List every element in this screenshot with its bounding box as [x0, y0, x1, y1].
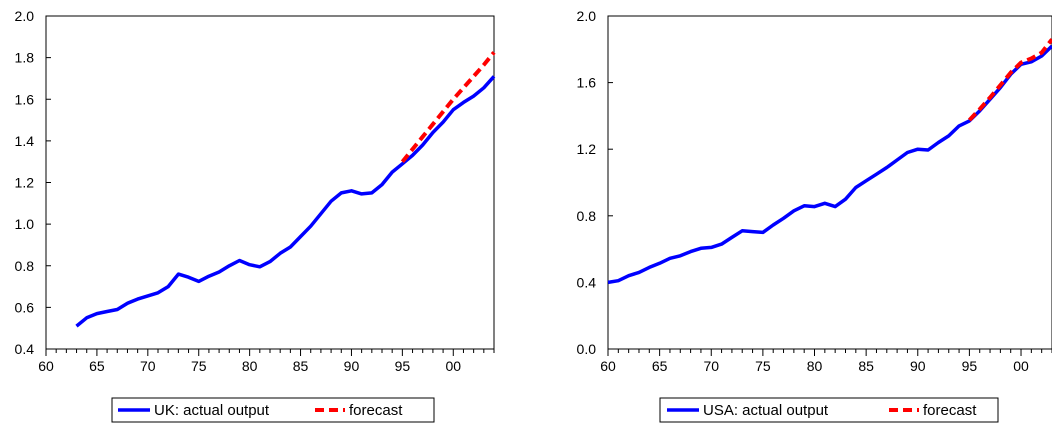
- y-tick-label: 2.0: [577, 8, 597, 24]
- y-tick-label: 1.2: [15, 175, 35, 191]
- x-tick-label: 95: [962, 358, 978, 374]
- x-tick-label: 65: [89, 358, 105, 374]
- y-tick-label: 0.4: [15, 341, 35, 357]
- x-tick-label: 80: [242, 358, 258, 374]
- plot-frame: [607, 15, 1052, 350]
- y-tick-label: 0.8: [15, 258, 35, 274]
- x-tick-label: 85: [858, 358, 874, 374]
- y-tick-label: 0.8: [577, 208, 597, 224]
- x-tick-label: 70: [703, 358, 719, 374]
- uk-output-chart: 0.4 0.6 0.8 1.0 1.2 1.4 1.6 1.8 2.0 60 65 70 75 80 85 9…: [15, 8, 496, 423]
- x-tick-label: 90: [344, 358, 360, 374]
- legend-box: [659, 397, 999, 423]
- x-tick-label: 00: [445, 358, 461, 374]
- forecast-series-line: [967, 38, 1052, 122]
- y-tick-label: 1.6: [15, 91, 35, 107]
- y-tick-label: 1.8: [15, 50, 35, 66]
- legend-box: [111, 397, 435, 423]
- y-tick-label: 0.6: [15, 299, 35, 315]
- y-tick-label: 1.2: [577, 141, 597, 157]
- y-tick-label: 0.0: [577, 341, 597, 357]
- y-tick-label: 0.4: [577, 274, 597, 290]
- x-tick-label: 75: [191, 358, 207, 374]
- x-tick-label: 00: [1013, 358, 1029, 374]
- x-tick-label: 85: [293, 358, 309, 374]
- x-tick-label: 75: [755, 358, 771, 374]
- legend-label-forecast: forecast: [349, 402, 403, 419]
- x-tick-label: 60: [600, 358, 616, 374]
- forecast-series-line: [400, 51, 496, 163]
- y-tick-label: 1.0: [15, 216, 35, 232]
- x-tick-label: 70: [140, 358, 156, 374]
- legend-label-actual: UK: actual output: [154, 402, 270, 419]
- y-tick-label: 2.0: [15, 8, 35, 24]
- plot-frame: [45, 15, 495, 350]
- x-tick-label: 90: [910, 358, 926, 374]
- legend-label-forecast: forecast: [923, 402, 977, 419]
- x-tick-label: 95: [395, 358, 411, 374]
- actual-output-series-line: [607, 44, 1052, 285]
- usa-output-chart: 0.0 0.4 0.8 1.2 1.6 2.0 60 65 70 75 80 85 90 95 00 USA:…: [577, 8, 1052, 423]
- actual-output-series-line: [75, 75, 496, 328]
- x-tick-label: 65: [652, 358, 668, 374]
- legend-label-actual: USA: actual output: [703, 402, 829, 419]
- x-tick-label: 80: [807, 358, 823, 374]
- y-tick-label: 1.4: [15, 133, 35, 149]
- x-tick-label: 60: [38, 358, 54, 374]
- y-tick-label: 1.6: [577, 75, 597, 91]
